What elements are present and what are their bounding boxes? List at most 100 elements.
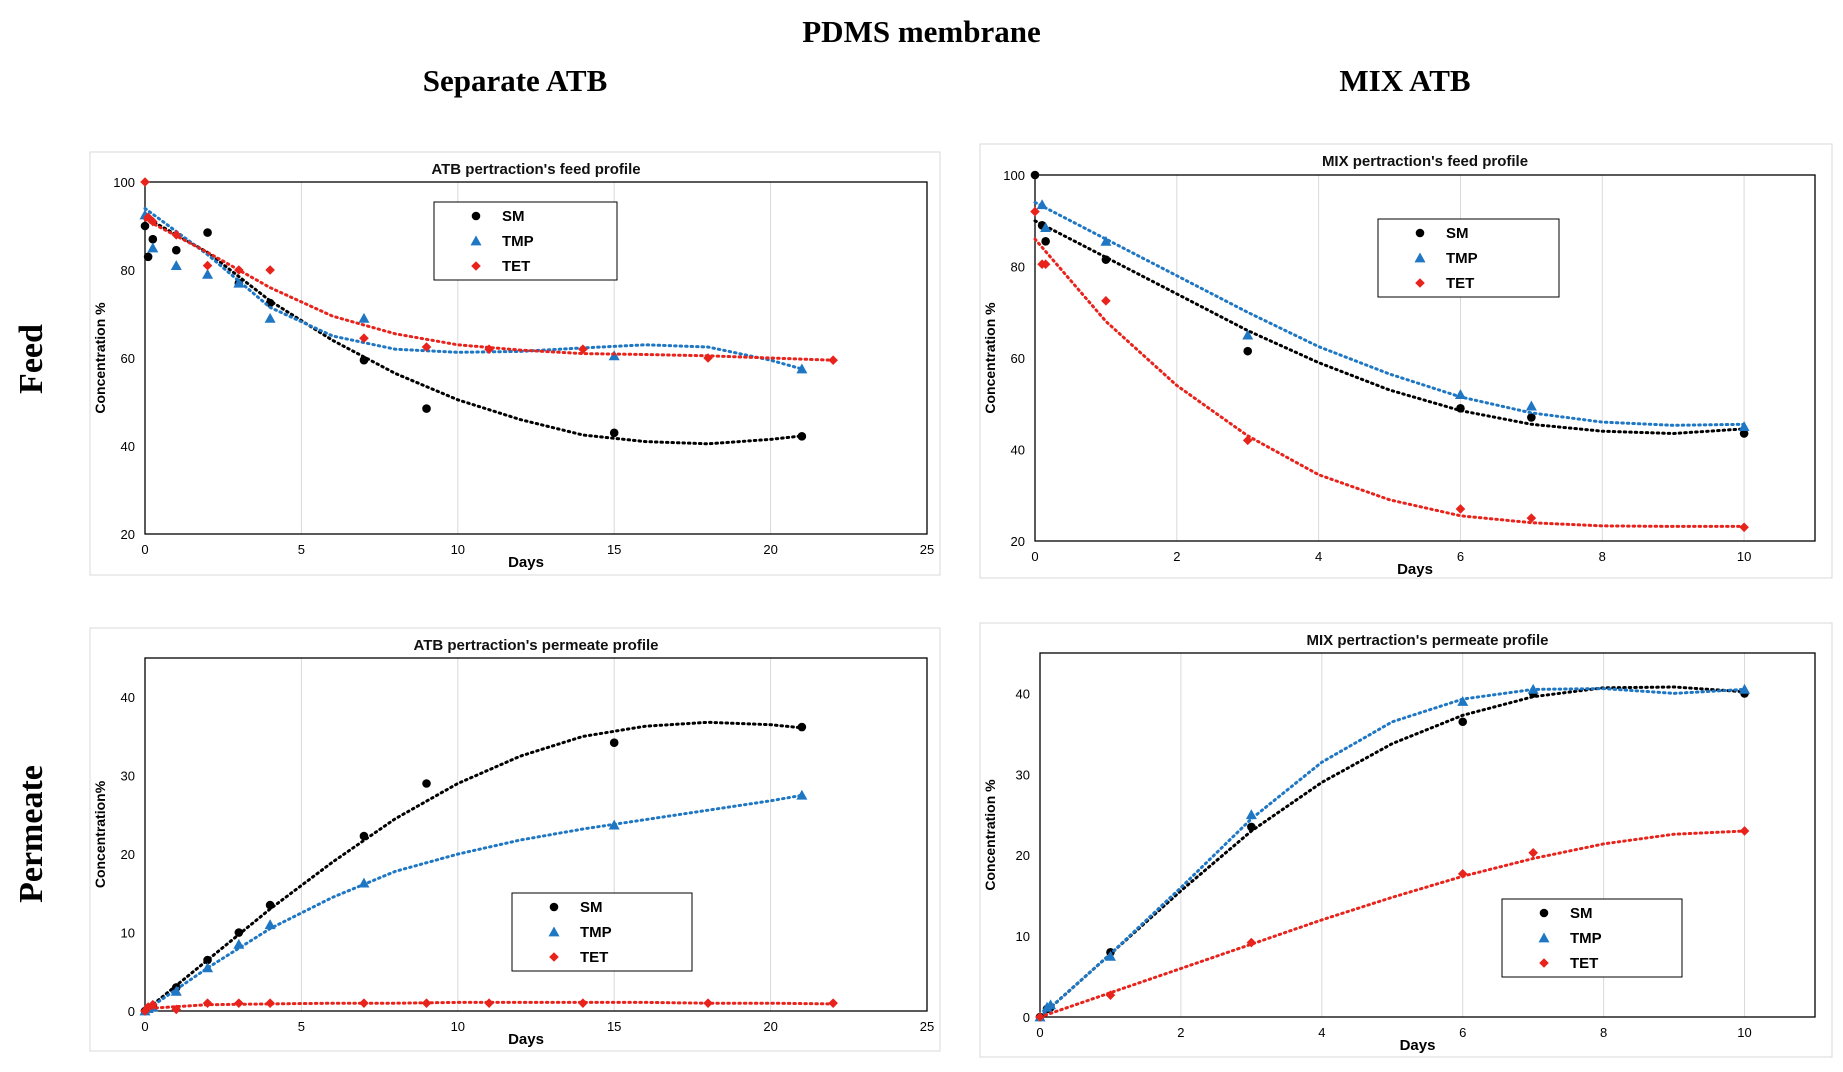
data-point-tmp [1738,421,1750,432]
legend-box [1377,218,1560,298]
data-point-tmp [1739,683,1751,694]
data-point-tet [1246,937,1257,948]
legend-marker-tmp [548,926,560,937]
data-point-tet [148,216,158,227]
x-tick-label: 6 [1459,1025,1466,1040]
x-tick-label: 2 [1173,549,1180,564]
chart-panel-0: 0 5 10 15 20 25 20 40 60 80 100 ATB pertraction's f… [89,151,941,576]
data-point-sm [797,432,807,441]
legend: SM TMP TET [433,201,618,281]
data-point-sm [1247,822,1256,832]
legend-marker-tet [549,952,559,962]
column-header-mix: MIX ATB [1339,63,1471,98]
y-tick-label: 60 [121,351,135,366]
y-tick-label: 60 [1011,351,1025,366]
trendline-tet [1033,237,1746,528]
trendline-sm [1038,685,1746,1019]
data-point-sm [797,722,807,732]
y-axis-label: Concentration % [92,302,108,414]
legend-label: TET [1446,275,1474,292]
trendline-tmp [143,793,804,1013]
chart-panel-3: 0 2 4 6 8 10 0 10 20 30 40 MIX pertraction's permea… [979,622,1833,1058]
x-tick-label: 10 [1737,1025,1751,1040]
x-tick-label: 15 [607,542,621,557]
data-point-tmp [170,985,182,996]
legend-marker-tmp [1538,932,1550,943]
data-point-tmp [358,877,370,888]
data-point-tet [148,999,158,1010]
trendline-tmp [1033,200,1746,427]
data-point-tet [265,998,275,1008]
chart-frame [89,627,941,1052]
data-point-sm [148,234,158,244]
data-point-tet [421,342,432,352]
legend-box [433,201,618,281]
y-tick-label: 30 [121,769,135,784]
data-point-tet [140,177,150,187]
y-tick-label: 40 [121,690,135,705]
data-point-tmp [1454,389,1466,399]
legend-label: SM [1446,225,1469,242]
page-title: PDMS membrane [802,14,1041,49]
data-point-tet [202,260,213,271]
data-point-sm [1041,237,1050,246]
y-tick-label: 40 [121,439,135,454]
legend-marker-tmp [1414,252,1426,263]
chart-panel-2: 0 5 10 15 20 25 0 10 20 30 40 ATB pertraction's per… [89,627,941,1052]
data-point-sm [1243,346,1253,356]
chart-panel-1: 0 2 4 6 8 10 20 40 60 80 100 MIX pertraction's feed… [979,143,1833,579]
data-point-sm [609,738,619,748]
legend-label: TET [580,949,608,966]
x-tick-label: 15 [607,1019,621,1034]
x-tick-label: 0 [141,542,148,557]
data-point-tmp [796,789,808,800]
data-point-sm [359,355,369,365]
data-point-tmp [1040,222,1052,233]
data-point-sm [265,900,275,910]
data-point-sm [609,428,619,438]
x-tick-label: 25 [920,1019,934,1034]
data-point-tmp [1525,400,1537,411]
data-point-tmp [264,312,276,323]
y-tick-label: 30 [1016,767,1030,782]
x-axis-label: Days [508,554,544,571]
legend-label: TMP [1570,930,1602,947]
data-point-sm [1030,170,1040,180]
data-point-tet [484,998,494,1008]
y-tick-label: 20 [121,527,135,542]
data-point-tet [1242,435,1253,446]
x-tick-label: 4 [1318,1025,1325,1040]
legend-label: TET [1570,955,1598,972]
x-tick-label: 10 [1737,549,1751,564]
data-point-tet [578,344,588,354]
y-tick-label: 80 [121,263,135,278]
data-point-tet [1739,522,1749,533]
data-point-tmp [202,268,214,279]
data-point-sm [171,245,181,255]
data-point-tmp [1100,235,1112,246]
legend-marker-sm [1539,908,1549,918]
legend-box [511,892,693,972]
legend-marker-tmp [470,235,482,246]
data-point-tmp [1045,999,1057,1010]
data-point-sm [203,955,212,965]
data-point-tet [1030,206,1040,217]
data-point-sm [359,831,369,841]
data-point-tet [1101,296,1111,306]
trendline-sm [143,720,804,1013]
y-tick-label: 10 [121,926,135,941]
x-tick-label: 0 [1031,549,1038,564]
x-tick-label: 8 [1600,1025,1607,1040]
data-point-tet [578,998,588,1008]
chart-title: MIX pertraction's permeate profile [1307,632,1549,649]
x-tick-label: 0 [1036,1025,1043,1040]
data-point-sm [1527,413,1536,422]
x-tick-label: 25 [920,542,934,557]
x-tick-label: 0 [141,1019,148,1034]
y-tick-label: 0 [1023,1010,1030,1025]
data-point-sm [234,928,244,937]
data-point-tmp [264,919,276,930]
data-point-tet [1457,869,1468,879]
data-point-tmp [1527,683,1539,694]
